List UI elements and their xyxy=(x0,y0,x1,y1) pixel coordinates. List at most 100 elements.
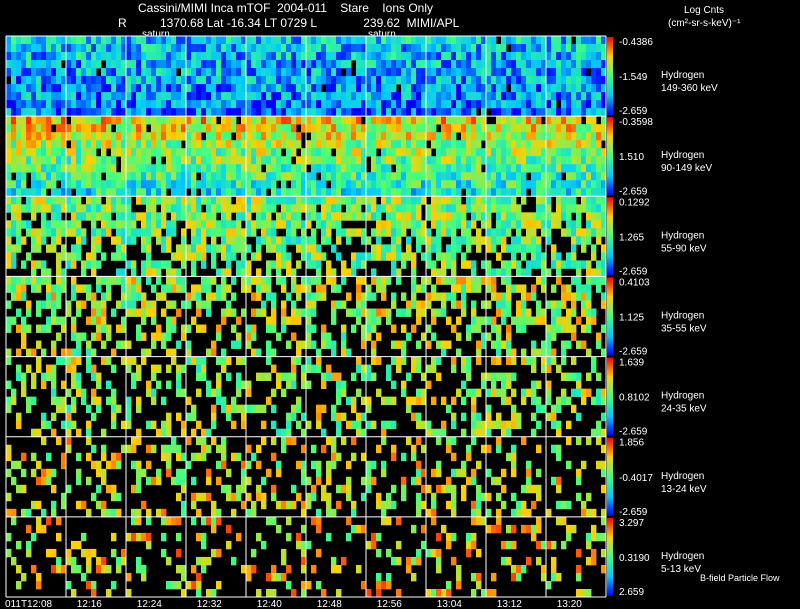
heatmap-cell xyxy=(461,164,467,173)
heatmap-cell xyxy=(501,540,507,550)
heatmap-cell xyxy=(381,44,387,53)
heatmap-cell xyxy=(576,220,582,229)
heatmap-cell xyxy=(451,508,457,518)
heatmap-cell xyxy=(291,116,297,125)
heatmap-cell xyxy=(341,140,347,149)
heatmap-cell xyxy=(26,68,32,77)
heatmap-cell xyxy=(91,140,97,149)
heatmap-cell xyxy=(506,140,512,149)
frame-cells xyxy=(6,36,607,598)
heatmap-cell xyxy=(86,260,92,269)
heatmap-cell xyxy=(281,76,287,85)
heatmap-cell xyxy=(386,124,392,133)
heatmap-cell xyxy=(561,92,567,101)
heatmap-cell xyxy=(351,172,357,181)
heatmap-cell xyxy=(431,116,437,125)
heatmap-cell xyxy=(551,308,557,317)
colorbar-mid-label: 1.510 xyxy=(619,152,644,163)
heatmap-cell xyxy=(241,100,247,109)
heatmap-cell xyxy=(591,276,597,285)
heatmap-cell xyxy=(451,140,457,149)
heatmap-cell xyxy=(21,276,27,285)
heatmap-cell xyxy=(506,540,512,550)
heatmap-cell xyxy=(356,428,362,438)
heatmap-cell xyxy=(61,84,67,93)
heatmap-cell xyxy=(41,348,47,357)
heatmap-cell xyxy=(531,532,537,542)
heatmap-cell xyxy=(251,228,257,237)
heatmap-cell xyxy=(586,508,592,518)
heatmap-cell xyxy=(126,588,132,598)
heatmap-cell xyxy=(536,68,542,77)
heatmap-cell xyxy=(211,164,217,173)
heatmap-cell xyxy=(106,156,112,165)
heatmap-cell xyxy=(421,540,427,550)
heatmap-cell xyxy=(526,220,532,229)
heatmap-cell xyxy=(56,220,62,229)
heatmap-cell xyxy=(126,420,132,430)
heatmap-cell xyxy=(336,140,342,149)
heatmap-cell xyxy=(421,500,427,510)
heatmap-cell xyxy=(411,68,417,77)
heatmap-cell xyxy=(331,108,337,117)
heatmap-cell xyxy=(461,156,467,165)
heatmap-cell xyxy=(146,116,152,125)
heatmap-cell xyxy=(16,76,22,85)
heatmap-cell xyxy=(201,52,207,61)
heatmap-cell xyxy=(176,532,182,542)
heatmap-cell xyxy=(556,172,562,181)
heatmap-cell xyxy=(596,284,602,293)
heatmap-cell xyxy=(11,316,17,325)
heatmap-cell xyxy=(376,276,382,285)
heatmap-cell xyxy=(166,380,172,390)
heatmap-cell xyxy=(316,44,322,53)
heatmap-cell xyxy=(346,476,352,486)
heatmap-cell xyxy=(26,308,32,317)
heatmap-cell xyxy=(361,100,367,109)
heatmap-cell xyxy=(281,260,287,269)
heatmap-cell xyxy=(311,132,317,141)
heatmap-cell xyxy=(186,324,192,333)
heatmap-cell xyxy=(76,348,82,357)
heatmap-cell xyxy=(591,308,597,317)
heatmap-cell xyxy=(156,108,162,117)
heatmap-cell xyxy=(521,508,527,518)
heatmap-cell xyxy=(576,436,582,446)
heatmap-cell xyxy=(301,500,307,510)
heatmap-cell xyxy=(211,220,217,229)
heatmap-cell xyxy=(126,44,132,53)
heatmap-cell xyxy=(536,116,542,125)
heatmap-cell xyxy=(461,92,467,101)
heatmap-cell xyxy=(201,244,207,253)
heatmap-cell xyxy=(446,108,452,117)
heatmap-cell xyxy=(186,52,192,61)
heatmap-cell xyxy=(391,556,397,566)
heatmap-cell xyxy=(471,236,477,245)
heatmap-cell xyxy=(376,444,382,454)
heatmap-cell xyxy=(146,516,152,526)
heatmap-cell xyxy=(46,364,52,373)
heatmap-cell xyxy=(426,100,432,109)
heatmap-cell xyxy=(586,284,592,293)
heatmap-cell xyxy=(341,556,347,566)
heatmap-cell xyxy=(386,140,392,149)
heatmap-cell xyxy=(56,132,62,141)
heatmap-cell xyxy=(506,396,512,406)
heatmap-cell xyxy=(561,108,567,117)
heatmap-cell xyxy=(71,244,77,253)
heatmap-cell xyxy=(296,540,302,550)
heatmap-cell xyxy=(481,444,487,454)
heatmap-cell xyxy=(236,532,242,542)
heatmap-cell xyxy=(261,180,267,189)
heatmap-cell xyxy=(61,68,67,77)
heatmap-cell xyxy=(466,172,472,181)
heatmap-cell xyxy=(511,540,517,550)
heatmap-cell xyxy=(471,260,477,269)
heatmap-cell xyxy=(556,396,562,406)
heatmap-cell xyxy=(191,36,197,45)
heatmap-cell xyxy=(241,148,247,157)
heatmap-cell xyxy=(296,236,302,245)
heatmap-cell xyxy=(251,44,257,53)
heatmap-cell xyxy=(516,36,522,45)
heatmap-cell xyxy=(471,92,477,101)
